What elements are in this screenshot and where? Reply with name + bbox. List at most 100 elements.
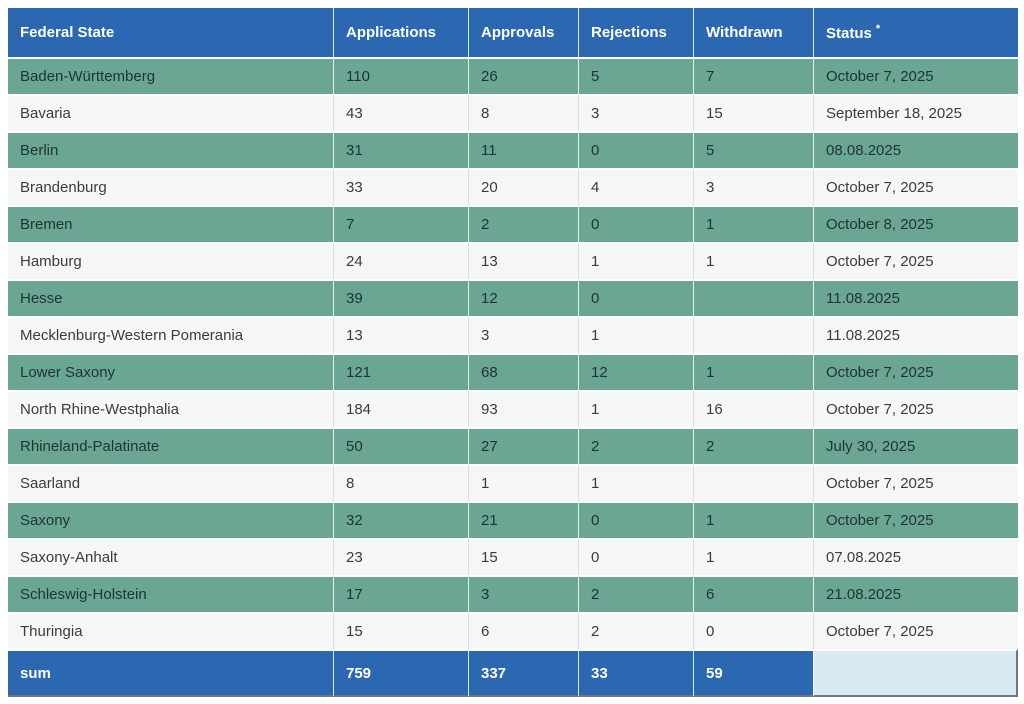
cell-withdrawn xyxy=(693,279,813,316)
cell-rejections: 3 xyxy=(578,94,693,131)
sum-row: sum 759 337 33 59 xyxy=(8,649,1018,697)
cell-applications: 110 xyxy=(333,57,468,94)
cell-applications: 8 xyxy=(333,464,468,501)
cell-state: Mecklenburg-Western Pomerania xyxy=(8,316,333,353)
cell-approvals: 3 xyxy=(468,575,578,612)
cell-state: Hesse xyxy=(8,279,333,316)
cell-rejections: 0 xyxy=(578,205,693,242)
header-rejections: Rejections xyxy=(578,8,693,57)
cell-withdrawn: 7 xyxy=(693,57,813,94)
sum-applications: 759 xyxy=(333,649,468,697)
cell-status: 21.08.2025 xyxy=(813,575,1018,612)
cell-state: Bremen xyxy=(8,205,333,242)
cell-approvals: 6 xyxy=(468,612,578,649)
cell-state: Baden-Württemberg xyxy=(8,57,333,94)
cell-rejections: 1 xyxy=(578,390,693,427)
cell-applications: 39 xyxy=(333,279,468,316)
table-row: Brandenburg 33 20 4 3 October 7, 2025 xyxy=(8,168,1018,205)
sum-approvals: 337 xyxy=(468,649,578,697)
table-row: Hesse 39 12 0 11.08.2025 xyxy=(8,279,1018,316)
cell-applications: 121 xyxy=(333,353,468,390)
cell-rejections: 0 xyxy=(578,279,693,316)
cell-rejections: 0 xyxy=(578,501,693,538)
table-row: Berlin 31 11 0 5 08.08.2025 xyxy=(8,131,1018,168)
table-row: Saarland 8 1 1 October 7, 2025 xyxy=(8,464,1018,501)
cell-withdrawn: 0 xyxy=(693,612,813,649)
header-withdrawn: Withdrawn xyxy=(693,8,813,57)
cell-state: Hamburg xyxy=(8,242,333,279)
cell-applications: 50 xyxy=(333,427,468,464)
cell-rejections: 12 xyxy=(578,353,693,390)
table-row: Lower Saxony 121 68 12 1 October 7, 2025 xyxy=(8,353,1018,390)
cell-rejections: 2 xyxy=(578,575,693,612)
table-row: Mecklenburg-Western Pomerania 13 3 1 11.08.2… xyxy=(8,316,1018,353)
cell-state: Saxony-Anhalt xyxy=(8,538,333,575)
cell-state: Brandenburg xyxy=(8,168,333,205)
sum-label: sum xyxy=(8,649,333,697)
table-row: Rhineland-Palatinate 50 27 2 2 July 30, 2025 xyxy=(8,427,1018,464)
cell-approvals: 21 xyxy=(468,501,578,538)
table-row: Baden-Württemberg 110 26 5 7 October 7, 2025 xyxy=(8,57,1018,94)
table-row: Saxony-Anhalt 23 15 0 1 07.08.2025 xyxy=(8,538,1018,575)
table-row: North Rhine-Westphalia 184 93 1 16 October 7,… xyxy=(8,390,1018,427)
cell-applications: 24 xyxy=(333,242,468,279)
cell-status: October 7, 2025 xyxy=(813,464,1018,501)
header-row: Federal State Applications Approvals Rej… xyxy=(8,8,1018,57)
cell-withdrawn: 5 xyxy=(693,131,813,168)
cell-approvals: 3 xyxy=(468,316,578,353)
cell-withdrawn: 1 xyxy=(693,501,813,538)
cell-withdrawn: 15 xyxy=(693,94,813,131)
cell-state: Thuringia xyxy=(8,612,333,649)
cell-status: 07.08.2025 xyxy=(813,538,1018,575)
cell-approvals: 27 xyxy=(468,427,578,464)
cell-status: 11.08.2025 xyxy=(813,279,1018,316)
cell-withdrawn: 2 xyxy=(693,427,813,464)
table-row: Bremen 7 2 0 1 October 8, 2025 xyxy=(8,205,1018,242)
cell-state: Rhineland-Palatinate xyxy=(8,427,333,464)
cell-state: Schleswig-Holstein xyxy=(8,575,333,612)
cell-withdrawn: 6 xyxy=(693,575,813,612)
cell-status: September 18, 2025 xyxy=(813,94,1018,131)
cell-approvals: 20 xyxy=(468,168,578,205)
cell-rejections: 4 xyxy=(578,168,693,205)
cell-status: October 8, 2025 xyxy=(813,205,1018,242)
table-row: Thuringia 15 6 2 0 October 7, 2025 xyxy=(8,612,1018,649)
cell-state: Berlin xyxy=(8,131,333,168)
cell-approvals: 12 xyxy=(468,279,578,316)
status-footnote-marker: * xyxy=(875,23,881,35)
header-approvals: Approvals xyxy=(468,8,578,57)
header-status-label: Status xyxy=(826,25,872,42)
cell-state: Saxony xyxy=(8,501,333,538)
sum-rejections: 33 xyxy=(578,649,693,697)
table-row: Hamburg 24 13 1 1 October 7, 2025 xyxy=(8,242,1018,279)
cell-applications: 13 xyxy=(333,316,468,353)
cell-state: Saarland xyxy=(8,464,333,501)
cell-rejections: 5 xyxy=(578,57,693,94)
cell-rejections: 1 xyxy=(578,242,693,279)
cell-rejections: 1 xyxy=(578,464,693,501)
cell-withdrawn: 3 xyxy=(693,168,813,205)
cell-applications: 23 xyxy=(333,538,468,575)
cell-withdrawn: 1 xyxy=(693,538,813,575)
cell-status: October 7, 2025 xyxy=(813,353,1018,390)
cell-approvals: 11 xyxy=(468,131,578,168)
cell-approvals: 68 xyxy=(468,353,578,390)
federal-states-table: Federal State Applications Approvals Rej… xyxy=(8,8,1018,697)
cell-approvals: 93 xyxy=(468,390,578,427)
sum-withdrawn: 59 xyxy=(693,649,813,697)
cell-approvals: 15 xyxy=(468,538,578,575)
cell-withdrawn xyxy=(693,464,813,501)
cell-withdrawn: 1 xyxy=(693,353,813,390)
cell-rejections: 0 xyxy=(578,538,693,575)
cell-approvals: 2 xyxy=(468,205,578,242)
cell-applications: 33 xyxy=(333,168,468,205)
sum-status-cell xyxy=(813,649,1018,697)
cell-state: Lower Saxony xyxy=(8,353,333,390)
cell-applications: 31 xyxy=(333,131,468,168)
cell-status: October 7, 2025 xyxy=(813,390,1018,427)
cell-applications: 15 xyxy=(333,612,468,649)
cell-status: July 30, 2025 xyxy=(813,427,1018,464)
cell-status: October 7, 2025 xyxy=(813,612,1018,649)
cell-withdrawn: 1 xyxy=(693,242,813,279)
cell-state: North Rhine-Westphalia xyxy=(8,390,333,427)
